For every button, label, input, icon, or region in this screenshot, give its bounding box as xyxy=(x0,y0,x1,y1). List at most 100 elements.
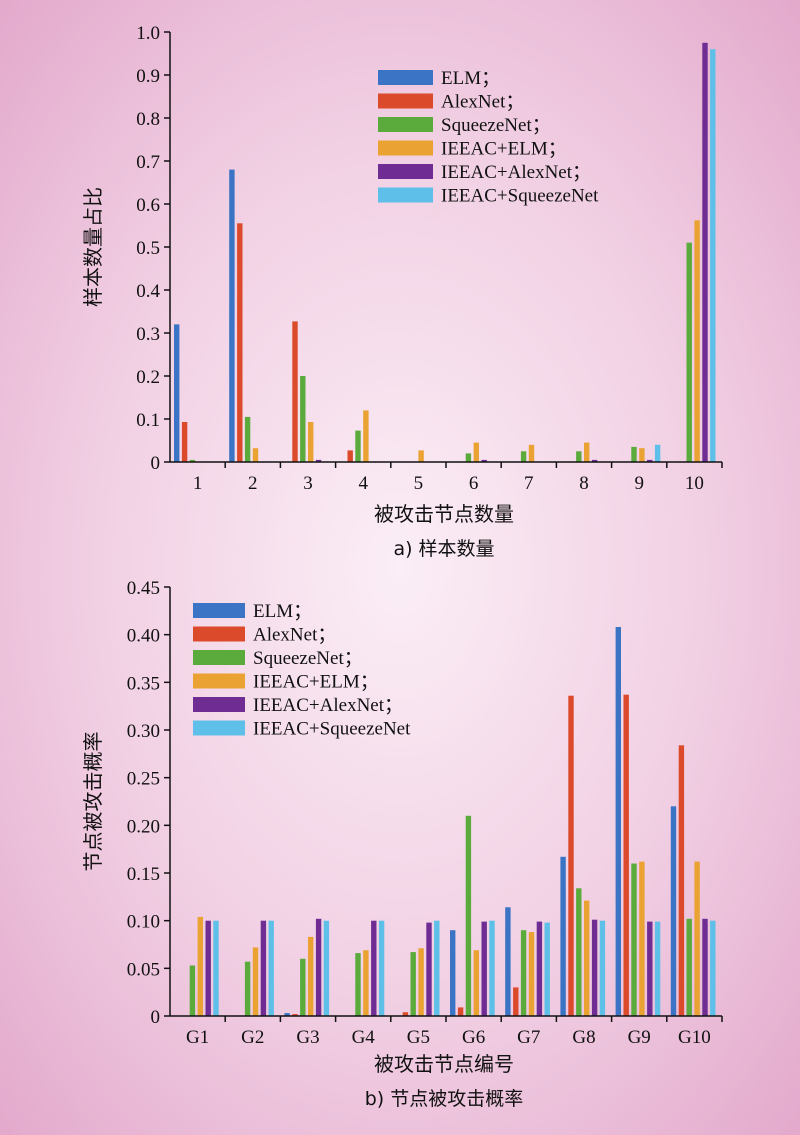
legend-label: IEEAC+ELM； xyxy=(441,139,567,160)
bar xyxy=(244,961,251,1016)
y-tick-label: 0.30 xyxy=(127,721,160,742)
y-tick-label: 0.5 xyxy=(136,238,160,259)
bar xyxy=(410,952,416,1016)
x-tick-label: G2 xyxy=(241,1027,264,1048)
bar xyxy=(268,920,274,1016)
bar xyxy=(434,920,440,1016)
bar xyxy=(308,422,314,462)
legend-swatch xyxy=(193,626,245,642)
bar xyxy=(213,920,219,1016)
x-tick-label: G10 xyxy=(678,1027,711,1048)
bar xyxy=(520,930,527,1016)
bar xyxy=(584,900,590,1016)
y-tick-label: 0.9 xyxy=(136,66,160,87)
legend-swatch xyxy=(378,140,433,156)
y-tick-label: 1.0 xyxy=(136,23,160,44)
bar xyxy=(576,451,582,463)
bar xyxy=(300,376,306,462)
bar xyxy=(647,921,653,1016)
chart-caption: a) 样本数量 xyxy=(393,538,494,560)
y-axis-title: 样本数量占比 xyxy=(81,187,105,307)
bar xyxy=(505,907,511,1016)
x-tick-label: 3 xyxy=(303,473,313,494)
y-tick-label: 0.40 xyxy=(127,626,160,647)
bar xyxy=(323,920,330,1016)
y-tick-label: 0.2 xyxy=(136,367,160,388)
bar xyxy=(639,861,645,1016)
bar xyxy=(457,1007,464,1016)
legend: ELM； AlexNet；SqueezeNet； IEEAC+ELM；IEEAC+A… xyxy=(378,68,599,207)
legend-swatch xyxy=(193,673,245,689)
x-tick-label: 1 xyxy=(193,473,203,494)
bar xyxy=(450,930,456,1016)
bar xyxy=(347,450,353,462)
legend-swatch xyxy=(193,650,245,665)
bar xyxy=(513,987,519,1016)
legend-label: AlexNet； xyxy=(253,625,336,646)
x-tick-label: 4 xyxy=(358,473,368,494)
legend-label: IEEAC+SqueezeNet xyxy=(441,186,599,207)
bar xyxy=(702,42,708,463)
bar xyxy=(591,459,598,462)
legend-label: IEEAC+AlexNet； xyxy=(441,162,591,183)
legend-swatch xyxy=(378,93,433,109)
bar xyxy=(229,169,235,462)
bar xyxy=(418,450,424,462)
bar xyxy=(536,921,543,1016)
x-tick-label: 7 xyxy=(524,473,534,494)
bar xyxy=(584,442,590,462)
bar xyxy=(402,1012,409,1016)
bar xyxy=(560,856,566,1016)
legend-swatch xyxy=(193,720,245,736)
bar xyxy=(694,220,700,462)
bar xyxy=(654,921,661,1016)
y-tick-label: 0.4 xyxy=(136,281,160,302)
bar xyxy=(528,932,535,1016)
bar xyxy=(371,920,377,1016)
y-tick-label: 0.05 xyxy=(127,959,160,980)
legend: ELM； AlexNet；SqueezeNet； IEEAC+ELM；IEEAC+A… xyxy=(193,601,411,740)
bar xyxy=(615,627,621,1016)
y-tick-label: 0.3 xyxy=(136,324,160,345)
bar xyxy=(426,922,432,1016)
bar xyxy=(654,444,661,462)
legend-swatch xyxy=(378,117,433,132)
bar xyxy=(244,416,251,462)
bar xyxy=(489,920,495,1016)
x-axis-title: 被攻击节点数量 xyxy=(374,502,514,526)
x-tick-label: 10 xyxy=(685,473,704,494)
bar xyxy=(599,920,606,1016)
x-tick-label: 6 xyxy=(469,473,479,494)
bar xyxy=(591,919,598,1016)
bar xyxy=(378,920,385,1016)
bar xyxy=(252,448,259,462)
legend-swatch xyxy=(193,603,245,618)
chart-b: 0 0.05 0.10 0.15 0.20 0.25 0.30 0.35 0.40 0.45 G1 G… xyxy=(81,578,723,1110)
y-tick-label: 0 xyxy=(151,453,161,474)
bar xyxy=(647,459,653,462)
bar xyxy=(520,451,527,463)
legend-swatch xyxy=(378,187,433,203)
bar xyxy=(576,888,582,1016)
bar xyxy=(300,958,306,1016)
bar xyxy=(284,1013,290,1016)
bar xyxy=(252,947,259,1016)
bar xyxy=(363,950,369,1016)
y-tick-label: 0.6 xyxy=(136,195,160,216)
x-tick-label: 9 xyxy=(634,473,644,494)
chart-caption: b) 节点被攻击概率 xyxy=(365,1088,524,1110)
x-tick-label: 2 xyxy=(248,473,258,494)
y-tick-label: 0.1 xyxy=(136,410,160,431)
x-tick-label: 8 xyxy=(579,473,589,494)
bar xyxy=(174,324,180,462)
bar xyxy=(363,410,369,462)
bar xyxy=(473,442,479,462)
bar xyxy=(670,806,677,1016)
x-axis-title: 被攻击节点编号 xyxy=(374,1052,514,1076)
bar xyxy=(481,921,487,1016)
legend-label: IEEAC+ELM； xyxy=(253,672,379,693)
bar xyxy=(308,936,314,1016)
x-tick-label: 5 xyxy=(414,473,424,494)
bar xyxy=(465,453,472,462)
